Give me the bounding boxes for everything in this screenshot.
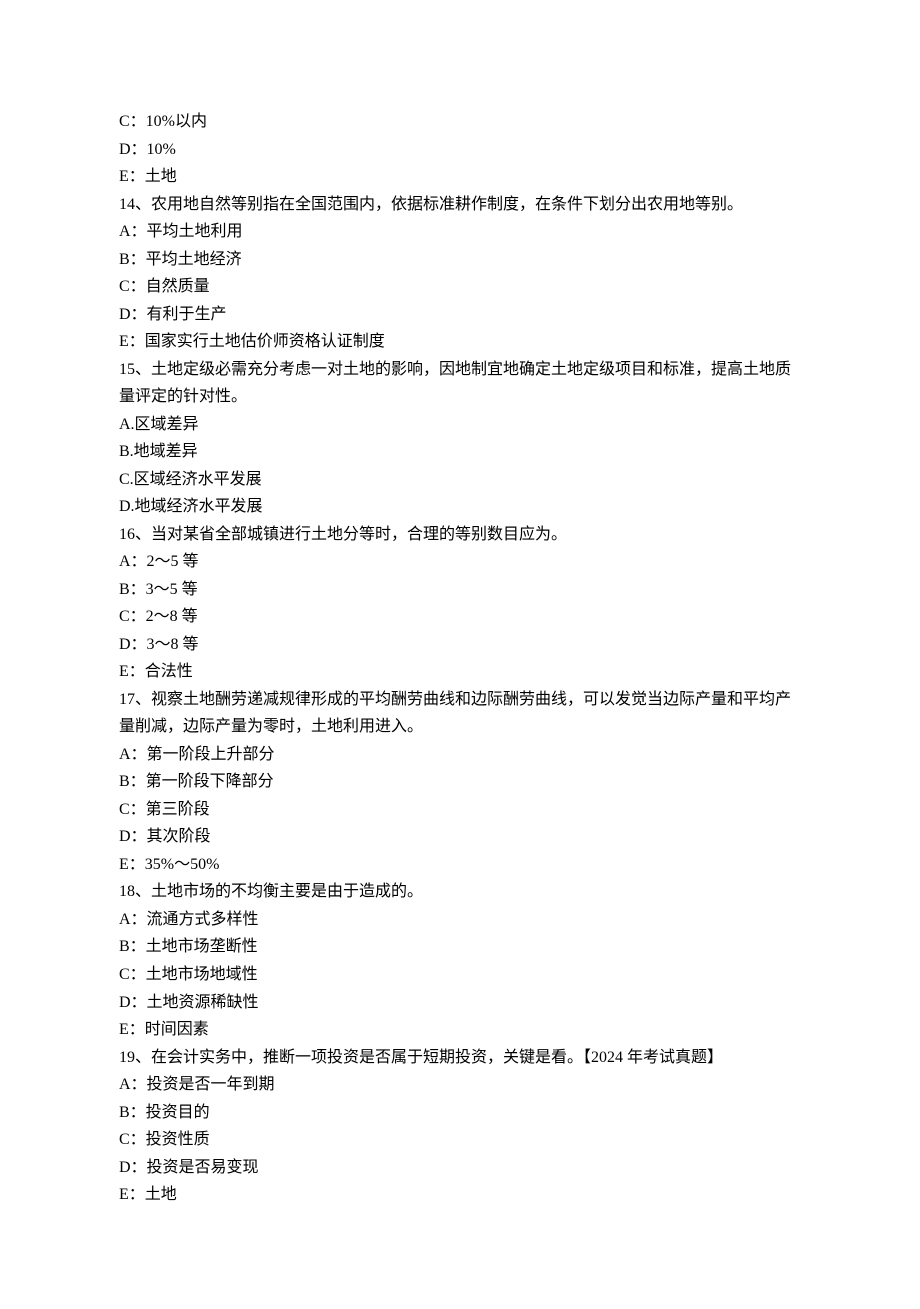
text-line: D：土地资源稀缺性: [119, 989, 801, 1017]
text-line: D：10%: [119, 136, 801, 164]
text-line: D.地域经济水平发展: [119, 493, 801, 521]
text-line: E：土地: [119, 1181, 801, 1209]
text-line: C：10%以内: [119, 108, 801, 136]
text-line: A：2～5 等: [119, 548, 801, 576]
text-line: B：平均土地经济: [119, 246, 801, 274]
text-line: 16、当对某省全部城镇进行土地分等时，合理的等别数目应为。: [119, 521, 801, 549]
text-line: 14、农用地自然等别指在全国范围内，依据标准耕作制度，在条件下划分出农用地等别。: [119, 191, 801, 219]
text-line: B：第一阶段下降部分: [119, 768, 801, 796]
text-line: D：其次阶段: [119, 823, 801, 851]
document-page: C：10%以内 D：10% E：土地 14、农用地自然等别指在全国范围内，依据标…: [0, 0, 920, 1309]
text-line: D：投资是否易变现: [119, 1154, 801, 1182]
text-line: E：35%～50%: [119, 851, 801, 879]
text-line: E：土地: [119, 163, 801, 191]
text-line: C：2～8 等: [119, 603, 801, 631]
text-line: E：国家实行土地估价师资格认证制度: [119, 328, 801, 356]
text-line: C：第三阶段: [119, 796, 801, 824]
text-line: C.区域经济水平发展: [119, 466, 801, 494]
text-line: B：土地市场垄断性: [119, 933, 801, 961]
text-line: A：第一阶段上升部分: [119, 741, 801, 769]
text-line: D：3～8 等: [119, 631, 801, 659]
text-line: 18、土地市场的不均衡主要是由于造成的。: [119, 878, 801, 906]
text-line: A：投资是否一年到期: [119, 1071, 801, 1099]
text-line: 15、土地定级必需充分考虑一对土地的影响，因地制宜地确定土地定级项目和标准，提高…: [119, 356, 801, 411]
text-line: C：投资性质: [119, 1126, 801, 1154]
text-line: E：时间因素: [119, 1016, 801, 1044]
text-line: E：合法性: [119, 658, 801, 686]
text-line: A.区域差异: [119, 411, 801, 439]
text-line: B.地域差异: [119, 438, 801, 466]
text-line: C：自然质量: [119, 273, 801, 301]
text-line: A：流通方式多样性: [119, 906, 801, 934]
text-line: D：有利于生产: [119, 301, 801, 329]
text-line: B：投资目的: [119, 1099, 801, 1127]
text-line: A：平均土地利用: [119, 218, 801, 246]
text-line: B：3～5 等: [119, 576, 801, 604]
text-line: 17、视察土地酬劳递减规律形成的平均酬劳曲线和边际酬劳曲线，可以发觉当边际产量和…: [119, 686, 801, 741]
text-line: C：土地市场地域性: [119, 961, 801, 989]
text-line: 19、在会计实务中，推断一项投资是否属于短期投资，关键是看。【2024 年考试真…: [119, 1044, 801, 1072]
